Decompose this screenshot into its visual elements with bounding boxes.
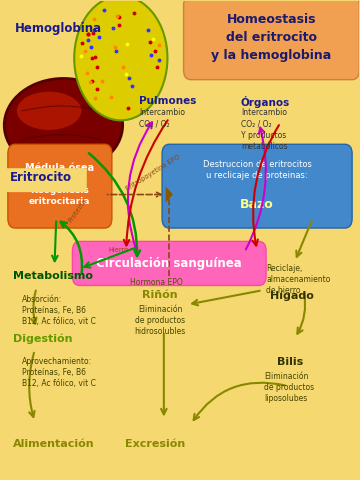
Text: Aprovechamiento:
Proteínas, Fe, B6
B12, Ac fólico, vit C: Aprovechamiento: Proteínas, Fe, B6 B12, … — [22, 357, 96, 388]
Text: Riñón: Riñón — [143, 290, 178, 300]
Text: Pulmones: Pulmones — [139, 96, 196, 107]
Text: Excresión: Excresión — [125, 439, 185, 449]
Text: Metabolismo: Metabolismo — [13, 271, 93, 281]
Text: Neogénesis
eritrocitaria: Neogénesis eritrocitaria — [29, 186, 91, 206]
Text: Eritropoyetina EPO: Eritropoyetina EPO — [125, 154, 181, 192]
FancyBboxPatch shape — [4, 168, 87, 192]
Ellipse shape — [17, 92, 81, 130]
Text: Intercambio
CO₂ / O₂
Y productos
metabólicos: Intercambio CO₂ / O₂ Y productos metaból… — [241, 108, 288, 151]
Text: Eritrocito: Eritrocito — [10, 170, 72, 184]
Text: Proteína: Proteína — [67, 197, 88, 223]
Text: Digestión: Digestión — [13, 333, 73, 344]
Text: Destruccion de eritrocitos
u reclicaje de proteinas:: Destruccion de eritrocitos u reclicaje d… — [203, 160, 311, 180]
Circle shape — [74, 0, 167, 120]
FancyBboxPatch shape — [162, 144, 352, 228]
Polygon shape — [166, 186, 173, 203]
Text: Eliminación
de productos
hidrosolubles: Eliminación de productos hidrosolubles — [135, 305, 186, 336]
Text: Hierro: Hierro — [108, 247, 129, 253]
Text: Eliminación
de productos
liposolubes: Eliminación de productos liposolubes — [264, 372, 314, 403]
Text: Hormona EPO: Hormona EPO — [130, 278, 183, 288]
FancyBboxPatch shape — [184, 0, 359, 80]
Text: Intercambio
CO₂ / O₂: Intercambio CO₂ / O₂ — [139, 108, 185, 129]
Text: Médula ósea: Médula ósea — [25, 163, 94, 173]
Text: Bazo: Bazo — [240, 198, 274, 211]
Text: Reciclaje,
almacenamiento
de hierro: Reciclaje, almacenamiento de hierro — [266, 264, 330, 295]
FancyBboxPatch shape — [72, 241, 266, 286]
Text: Absorción:
Proteínas, Fe, B6
B12, Ac fólico, vit C: Absorción: Proteínas, Fe, B6 B12, Ac fól… — [22, 295, 96, 326]
Text: Hígado: Hígado — [270, 290, 314, 301]
Text: Circulación sanguínea: Circulación sanguínea — [96, 257, 242, 270]
Ellipse shape — [4, 78, 123, 172]
FancyBboxPatch shape — [8, 144, 112, 228]
Text: Órganos: Órganos — [241, 96, 290, 108]
Text: Bilis: Bilis — [277, 357, 303, 367]
Text: Alimentación: Alimentación — [13, 439, 95, 449]
Text: Hemoglobina: Hemoglobina — [15, 22, 102, 35]
Text: Homeostasis
del eritrocito
y la hemoglobina: Homeostasis del eritrocito y la hemoglob… — [211, 13, 332, 62]
